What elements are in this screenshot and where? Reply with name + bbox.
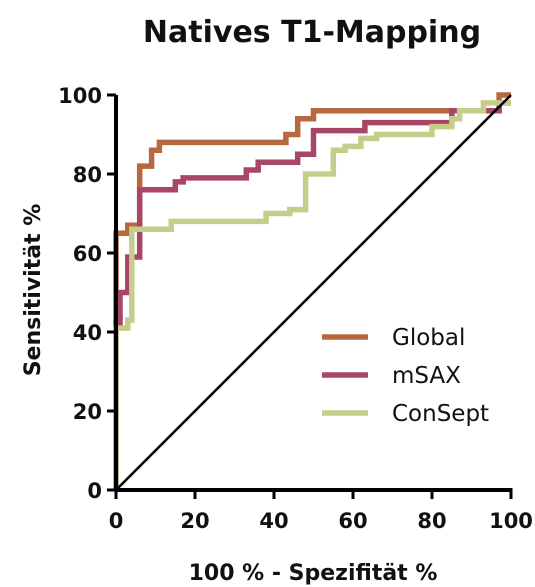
plot-area: 0 20 40 60 80 100 0 20 40 60 80 100: [58, 84, 533, 533]
series-line-msax: [113, 100, 511, 490]
series-line-global: [113, 92, 511, 490]
x-tick-label: 100: [489, 509, 533, 533]
x-axis-title: 100 % - Spezifität %: [189, 561, 438, 586]
x-tick-label: 0: [109, 509, 124, 533]
x-tick-label: 40: [259, 509, 288, 533]
y-tick-label: 20: [73, 400, 102, 424]
legend-label-global: Global: [392, 325, 465, 351]
x-tick-label: 80: [417, 509, 446, 533]
reference-line: [115, 94, 512, 491]
series-line-consept: [113, 100, 511, 490]
y-tick-label: 100: [58, 84, 102, 108]
y-tick-label: 40: [73, 321, 102, 345]
legend-label-msax: mSAX: [392, 363, 461, 389]
legend: Global mSAX ConSept: [322, 325, 489, 427]
y-tick-label: 0: [87, 479, 102, 503]
chart-title: Natives T1-Mapping: [143, 15, 481, 50]
y-axis-title: Sensitivität %: [21, 204, 46, 377]
y-tick-label: 60: [73, 242, 102, 266]
y-tick-label: 80: [73, 163, 102, 187]
legend-label-consept: ConSept: [392, 401, 489, 427]
x-tick-label: 20: [180, 509, 209, 533]
x-tick-label: 60: [338, 509, 367, 533]
